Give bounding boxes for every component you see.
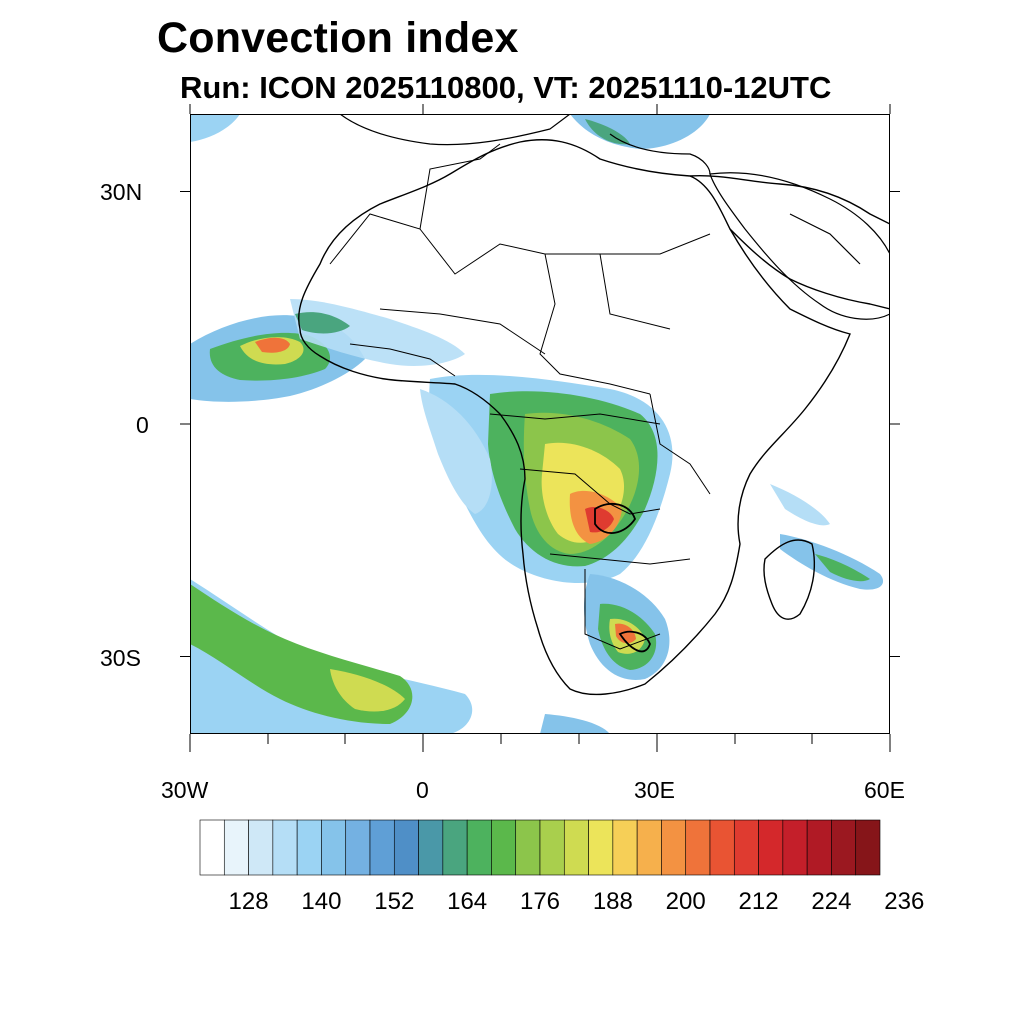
colorbar-swatch (758, 819, 784, 876)
colorbar-swatch (199, 819, 225, 876)
colorbar-swatch (661, 819, 687, 876)
colorbar-swatch (491, 819, 517, 876)
colorbar-swatch (296, 819, 322, 876)
colorbar-swatch (515, 819, 541, 876)
colorbar-swatch (709, 819, 735, 876)
colorbar-swatch (806, 819, 832, 876)
colorbar-tick-label: 188 (592, 888, 633, 915)
colorbar-swatch (369, 819, 395, 876)
colorbar-swatch (418, 819, 444, 876)
lat-label-0: 0 (136, 412, 149, 438)
lon-label-30e: 30E (634, 777, 675, 803)
colorbar-tick-label: 152 (374, 888, 415, 915)
colorbar-swatch (612, 819, 638, 876)
colorbar (199, 819, 881, 876)
convection-field-gulf-of-guinea (420, 389, 492, 514)
colorbar-tick-label: 176 (519, 888, 561, 915)
chart-subtitle: Run: ICON 2025110800, VT: 20251110-12UTC (180, 70, 832, 105)
colorbar-tick-label: 140 (301, 888, 342, 915)
colorbar-swatch (733, 819, 759, 876)
colorbar-tick-label: 200 (665, 888, 706, 915)
colorbar-tick-label: 212 (738, 888, 779, 915)
lon-label-0: 0 (416, 777, 429, 803)
convection-field-southern-africa (584, 574, 670, 680)
colorbar-tick-label: 164 (447, 888, 488, 915)
colorbar-swatch (393, 819, 419, 876)
mediterranean-outline (339, 114, 711, 175)
colorbar-swatch (855, 819, 881, 876)
colorbar-swatch (588, 819, 614, 876)
convection-map (190, 114, 890, 734)
convection-field-mediterranean (190, 114, 710, 149)
colorbar-swatch (685, 819, 711, 876)
lat-label-30n: 30N (100, 179, 143, 205)
colorbar-tick-label: 236 (884, 888, 925, 915)
convection-field-south-atlantic (190, 579, 610, 734)
colorbar-swatch (321, 819, 347, 876)
colorbar-tick-label: 224 (811, 888, 852, 915)
colorbar-swatch (248, 819, 274, 876)
colorbar-swatch (831, 819, 857, 876)
colorbar-swatch (466, 819, 492, 876)
lat-label-30s: 30S (100, 645, 141, 671)
colorbar-swatch (345, 819, 371, 876)
lon-label-60e: 60E (864, 777, 905, 803)
country-borders (329, 143, 711, 653)
arabia-outline (709, 172, 890, 320)
convection-field-madagascar (770, 484, 884, 590)
convection-field-congo-basin (429, 374, 673, 584)
convection-field-west-africa-atlantic (190, 299, 465, 402)
colorbar-swatch (442, 819, 468, 876)
colorbar-tick-label: 128 (228, 888, 269, 915)
colorbar-swatch (782, 819, 808, 876)
lon-label-30w: 30W (161, 777, 209, 803)
colorbar-swatch (563, 819, 589, 876)
chart-title: Convection index (157, 14, 519, 62)
colorbar-swatch (539, 819, 565, 876)
colorbar-swatch (223, 819, 249, 876)
colorbar-swatch (272, 819, 298, 876)
axis-ticks (180, 104, 900, 752)
map-frame (190, 114, 890, 734)
colorbar-swatch (636, 819, 662, 876)
